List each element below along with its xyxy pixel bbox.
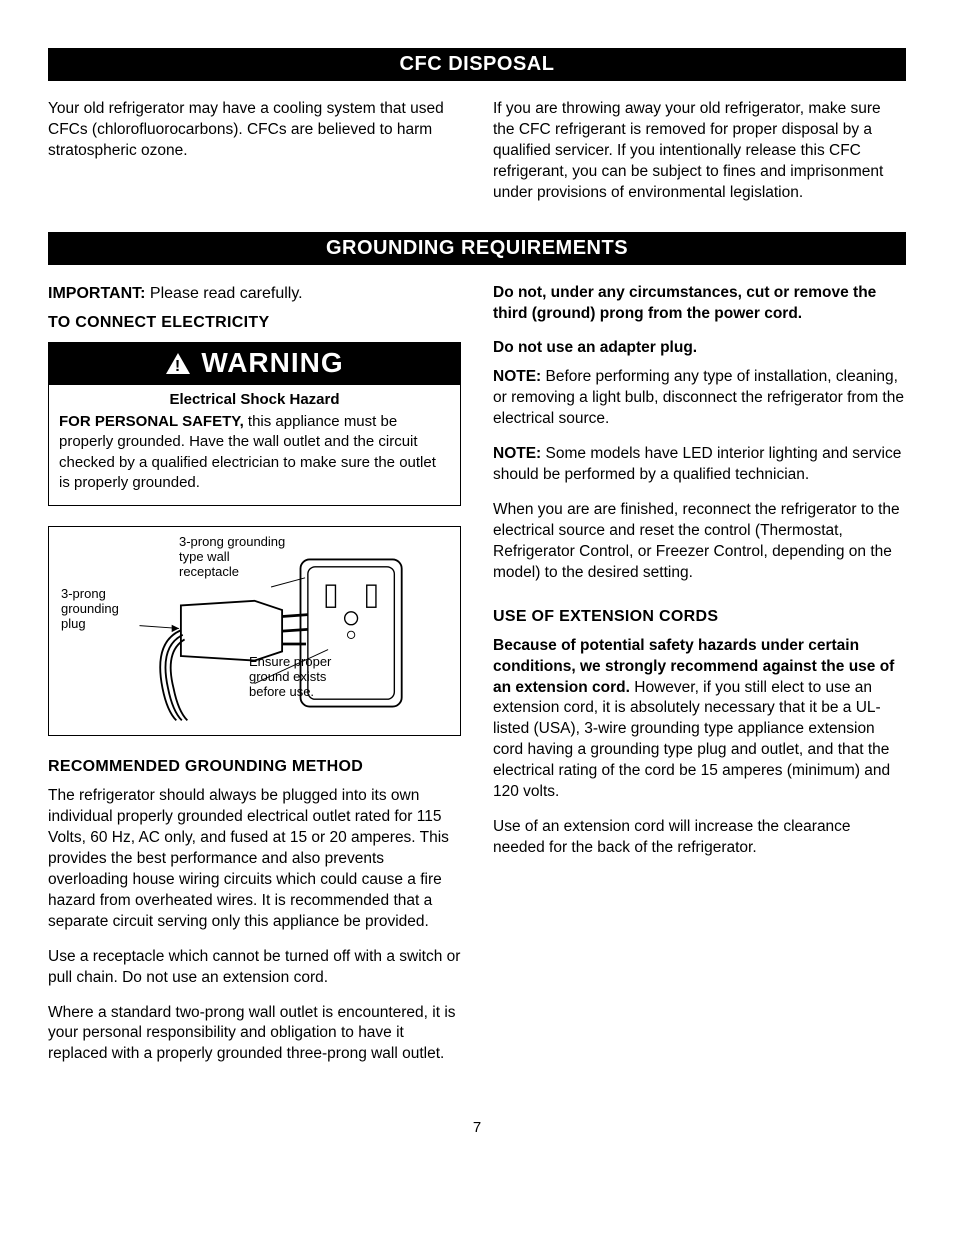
warning-bar-text: WARNING bbox=[201, 347, 343, 379]
cfc-right-p1: If you are throwing away your old refrig… bbox=[493, 99, 906, 204]
important-line: IMPORTANT: Please read carefully. bbox=[48, 283, 461, 305]
cfc-left-col: Your old refrigerator may have a cooling… bbox=[48, 99, 461, 218]
ext-p2: Use of an extension cord will increase t… bbox=[493, 817, 906, 859]
ext-p1-rest: However, if you still elect to use an ex… bbox=[493, 679, 890, 801]
page-number: 7 bbox=[48, 1119, 906, 1136]
rec-p1: The refrigerator should always be plugge… bbox=[48, 786, 461, 932]
right-bold-p1: Do not, under any circumstances, cut or … bbox=[493, 283, 906, 325]
section-bar-cfc: CFC DISPOSAL bbox=[48, 48, 906, 81]
diagram-label-ground: Ensure proper ground exists before use. bbox=[249, 655, 349, 700]
svg-text:!: ! bbox=[175, 358, 181, 375]
diagram-label-plug: 3-prong grounding plug bbox=[61, 587, 131, 632]
section-bar-grounding: GROUNDING REQUIREMENTS bbox=[48, 232, 906, 265]
important-label: IMPORTANT: bbox=[48, 285, 145, 302]
note2-text: Some models have LED interior lighting a… bbox=[493, 445, 901, 483]
right-p3: When you are are finished, reconnect the… bbox=[493, 500, 906, 584]
cfc-right-col: If you are throwing away your old refrig… bbox=[493, 99, 906, 218]
warning-body-bold: FOR PERSONAL SAFETY, bbox=[59, 413, 244, 430]
warning-box: ! WARNING Electrical Shock Hazard FOR PE… bbox=[48, 342, 461, 506]
grounding-columns: IMPORTANT: Please read carefully. TO CON… bbox=[48, 283, 906, 1080]
note1-label: NOTE: bbox=[493, 368, 541, 385]
rec-p2: Use a receptacle which cannot be turned … bbox=[48, 947, 461, 989]
cfc-left-p1: Your old refrigerator may have a cooling… bbox=[48, 99, 461, 162]
right-bold-p2: Do not use an adapter plug. bbox=[493, 338, 906, 359]
cfc-columns: Your old refrigerator may have a cooling… bbox=[48, 99, 906, 218]
warning-bar: ! WARNING bbox=[49, 343, 460, 385]
note1: NOTE: Before performing any type of inst… bbox=[493, 367, 906, 430]
note1-text: Before performing any type of installati… bbox=[493, 368, 904, 427]
note2: NOTE: Some models have LED interior ligh… bbox=[493, 444, 906, 486]
recommended-heading: RECOMMENDED GROUNDING METHOD bbox=[48, 758, 461, 776]
important-text: Please read carefully. bbox=[145, 285, 302, 302]
rec-p3: Where a standard two-prong wall outlet i… bbox=[48, 1003, 461, 1066]
grounding-diagram: 3-prong grounding type wall receptacle 3… bbox=[48, 526, 461, 736]
diagram-label-receptacle: 3-prong grounding type wall receptacle bbox=[179, 535, 289, 580]
warning-triangle-icon: ! bbox=[165, 352, 191, 375]
connect-heading: TO CONNECT ELECTRICITY bbox=[48, 314, 461, 332]
ext-heading: USE OF EXTENSION CORDS bbox=[493, 608, 906, 626]
warning-body: FOR PERSONAL SAFETY, this appliance must… bbox=[49, 412, 460, 505]
grounding-left-col: IMPORTANT: Please read carefully. TO CON… bbox=[48, 283, 461, 1080]
ext-p1: Because of potential safety hazards unde… bbox=[493, 636, 906, 803]
note2-label: NOTE: bbox=[493, 445, 541, 462]
grounding-right-col: Do not, under any circumstances, cut or … bbox=[493, 283, 906, 1080]
warning-subhead: Electrical Shock Hazard bbox=[49, 385, 460, 412]
